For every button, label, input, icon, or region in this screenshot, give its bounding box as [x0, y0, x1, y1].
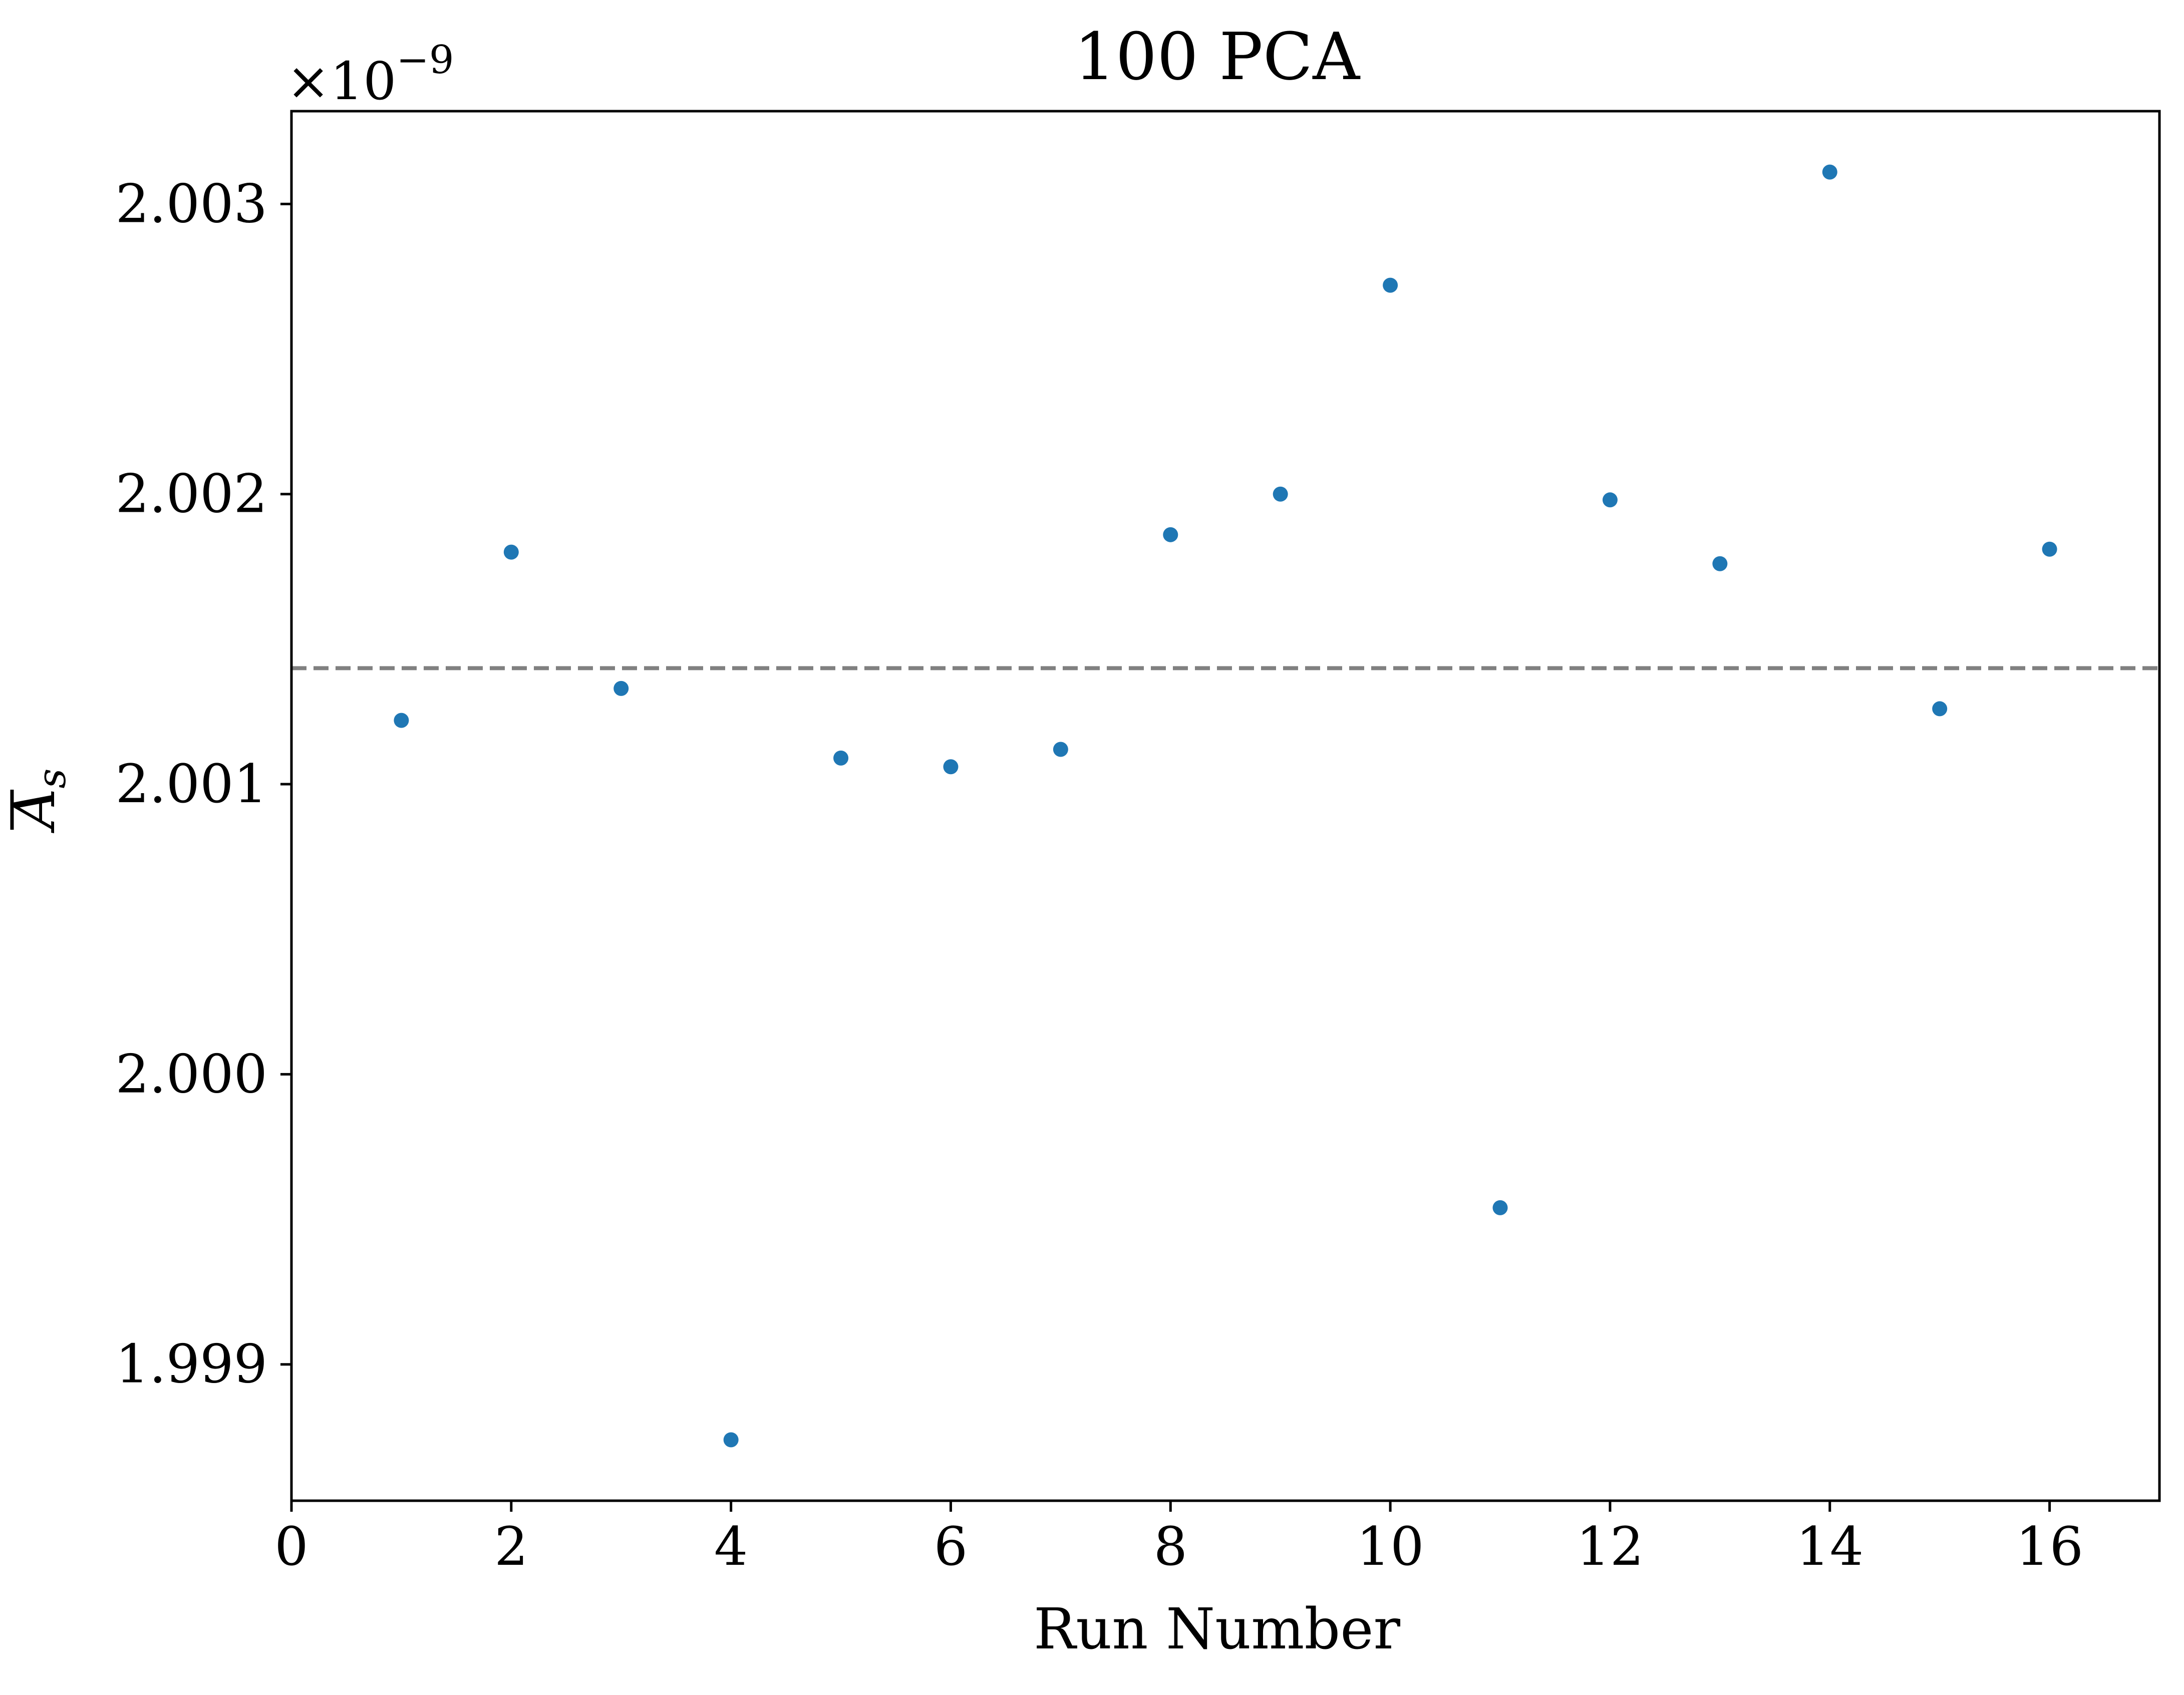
y-tick-label: 2.001: [116, 753, 267, 815]
x-tick-label: 10: [1357, 1516, 1424, 1577]
y-tick-label: 2.000: [116, 1043, 267, 1105]
data-point: [2042, 541, 2057, 557]
data-point: [613, 681, 629, 696]
x-axis-ticks: 0 2 4 6 8 10 12 14 16: [274, 1501, 2083, 1577]
plot-area-frame: [290, 110, 2161, 1502]
x-tick-label: 6: [934, 1516, 968, 1577]
y-tick-label: 2.002: [116, 463, 267, 525]
y-axis-offset-text: ×10−9: [286, 38, 454, 112]
data-point: [1932, 701, 1948, 717]
data-point: [503, 544, 519, 560]
x-tick-label: 14: [1796, 1516, 1863, 1577]
x-axis-label: Run Number: [1034, 1597, 1401, 1662]
x-tick-label: 12: [1576, 1516, 1644, 1577]
y-tick-label: 1.999: [116, 1333, 267, 1395]
data-point: [723, 1432, 739, 1448]
y-axis-label: As: [3, 769, 75, 834]
x-tick-label: 4: [714, 1516, 748, 1577]
data-point: [1602, 492, 1618, 508]
x-tick-label: 0: [274, 1516, 308, 1577]
data-point: [943, 759, 959, 775]
y-axis-ticks: 1.999 2.000 2.001 2.002 2.003: [116, 173, 291, 1395]
data-point: [394, 713, 409, 728]
data-point: [1163, 527, 1178, 542]
data-point: [1053, 742, 1068, 757]
data-point: [1273, 486, 1288, 502]
data-point: [1383, 277, 1398, 293]
y-tick-label: 2.003: [116, 173, 267, 234]
x-tick-label: 8: [1154, 1516, 1187, 1577]
data-point: [1822, 164, 1837, 180]
y-axis-label-text: As: [3, 769, 75, 834]
x-tick-label: 16: [2016, 1516, 2083, 1577]
x-tick-label: 2: [494, 1516, 528, 1577]
data-points-layer: [394, 164, 2057, 1448]
data-point: [1712, 556, 1728, 571]
chart-title: 100 PCA: [1074, 19, 1361, 95]
data-point: [833, 750, 849, 766]
data-point: [1492, 1200, 1508, 1215]
